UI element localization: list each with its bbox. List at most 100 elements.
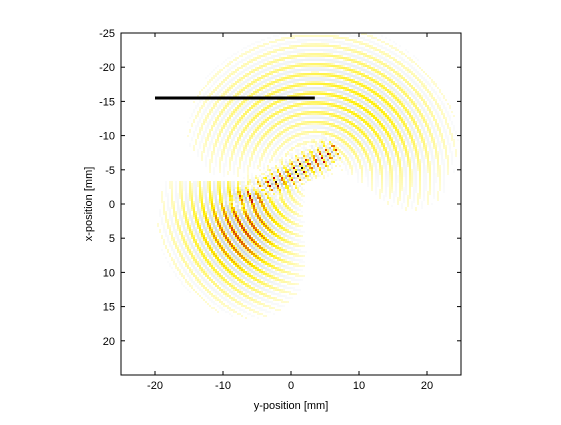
heatmap-cell <box>313 95 315 97</box>
heatmap-cell <box>343 65 345 67</box>
heatmap-cell <box>243 105 245 107</box>
heatmap-cell <box>381 105 383 107</box>
heatmap-cell <box>423 127 425 129</box>
heatmap-cell <box>353 67 355 69</box>
heatmap-cell <box>257 125 259 127</box>
heatmap-cell <box>381 99 383 101</box>
heatmap-cell <box>265 83 267 85</box>
heatmap-cell <box>349 115 351 117</box>
heatmap-cell <box>409 103 411 105</box>
heatmap-cell <box>363 49 365 51</box>
heatmap-cell <box>371 115 373 117</box>
heatmap-cell <box>425 145 427 147</box>
heatmap-cell <box>209 121 211 123</box>
heatmap-cell <box>315 137 317 139</box>
heatmap-cell <box>239 145 241 147</box>
heatmap-cell <box>245 149 247 151</box>
heatmap-cell <box>207 137 209 139</box>
heatmap-cell <box>315 131 317 133</box>
heatmap-cell <box>357 133 359 135</box>
heatmap-cell <box>363 103 365 105</box>
heatmap-cell <box>309 49 311 51</box>
heatmap-cell <box>437 123 439 125</box>
heatmap-cell <box>229 133 231 135</box>
heatmap-cell <box>319 97 321 99</box>
heatmap-cell <box>425 95 427 97</box>
heatmap-cell <box>313 115 315 117</box>
heatmap-cell <box>225 91 227 93</box>
heatmap-cell <box>217 117 219 119</box>
heatmap-cell <box>419 119 421 121</box>
heatmap-cell <box>287 105 289 107</box>
heatmap-cell <box>279 129 281 131</box>
heatmap-cell <box>307 53 309 55</box>
heatmap-cell <box>243 103 245 105</box>
heatmap-cell <box>375 93 377 95</box>
heatmap-cell <box>453 143 455 145</box>
heatmap-cell <box>381 95 383 97</box>
heatmap-cell <box>381 131 383 133</box>
heatmap-cell <box>331 107 333 109</box>
heatmap-cell <box>433 127 435 129</box>
heatmap-cell <box>373 117 375 119</box>
heatmap-cell <box>369 117 371 119</box>
heatmap-cell <box>385 87 387 89</box>
heatmap-cell <box>351 125 353 127</box>
heatmap-cell <box>417 73 419 75</box>
heatmap-cell <box>289 73 291 75</box>
heatmap-cell <box>243 53 245 55</box>
heatmap-cell <box>303 107 305 109</box>
heatmap-cell <box>209 131 211 133</box>
heatmap-cell <box>245 79 247 81</box>
heatmap-cell <box>289 45 291 47</box>
heatmap-cell <box>219 115 221 117</box>
heatmap-cell <box>333 129 335 131</box>
heatmap-cell <box>367 61 369 63</box>
heatmap-cell <box>389 117 391 119</box>
heatmap-cell <box>271 75 273 77</box>
heatmap-cell <box>301 93 303 95</box>
heatmap-cell <box>351 141 353 143</box>
heatmap-cell <box>265 133 267 135</box>
heatmap-cell <box>241 135 243 137</box>
heatmap-cell <box>275 67 277 69</box>
heatmap-cell <box>351 115 353 117</box>
heatmap-cell <box>391 123 393 125</box>
heatmap-cell <box>397 133 399 135</box>
heatmap-cell <box>357 63 359 65</box>
heatmap-cell <box>413 115 415 117</box>
heatmap-cell <box>259 81 261 83</box>
heatmap-cell <box>381 87 383 89</box>
heatmap-cell <box>417 145 419 147</box>
heatmap-cell <box>351 73 353 75</box>
heatmap-cell <box>397 145 399 147</box>
heatmap-cell <box>325 77 327 79</box>
heatmap-cell <box>365 145 367 147</box>
heatmap-cell <box>389 57 391 59</box>
heatmap-cell <box>291 133 293 135</box>
heatmap-cell <box>307 77 309 79</box>
heatmap-cell <box>403 125 405 127</box>
heatmap-cell <box>419 129 421 131</box>
heatmap-cell <box>323 137 325 139</box>
heatmap-cell <box>225 139 227 141</box>
heatmap-cell <box>399 95 401 97</box>
heatmap-cell <box>367 137 369 139</box>
heatmap-cell <box>305 39 307 41</box>
heatmap-cell <box>243 137 245 139</box>
heatmap-cell <box>421 75 423 77</box>
heatmap-cell <box>361 119 363 121</box>
heatmap-cell <box>267 95 269 97</box>
heatmap-cell <box>245 125 247 127</box>
heatmap-cell <box>399 109 401 111</box>
heatmap-cell <box>281 111 283 113</box>
heatmap-cell <box>231 101 233 103</box>
heatmap-cell <box>193 133 195 135</box>
heatmap-cell <box>379 65 381 67</box>
heatmap-cell <box>275 71 277 73</box>
heatmap-cell <box>409 137 411 139</box>
heatmap-cell <box>343 127 345 129</box>
heatmap-cell <box>389 91 391 93</box>
heatmap-cell <box>399 147 401 149</box>
heatmap-cell <box>355 83 357 85</box>
